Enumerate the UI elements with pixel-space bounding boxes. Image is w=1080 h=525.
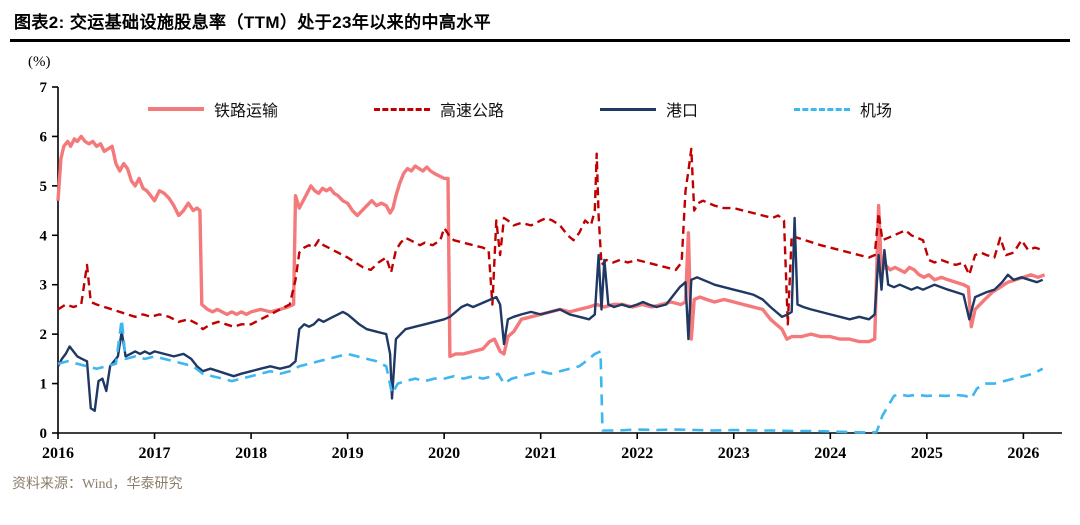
legend-label-airport: 机场 [860,103,893,120]
svg-text:2024: 2024 [814,445,846,462]
port-line-swatch [600,107,657,111]
dividend-yield-line-chart: 0 1 2 3 4 5 6 7 2016 2017 2018 2019 2020 2021 2022 2023… [40,80,1062,462]
highway-line-swatch [374,107,431,111]
legend-label-railway: 铁路运输 [214,103,279,120]
legend-label-port: 港口 [666,103,699,120]
svg-text:2018: 2018 [235,445,267,462]
svg-text:6: 6 [40,129,48,145]
svg-text:2017: 2017 [139,445,171,462]
figure-title: 图表2: 交运基础设施股息率（TTM）处于23年以来的中高水平 [14,13,492,32]
y-axis-unit-label: (%) [28,54,51,70]
svg-text:2022: 2022 [621,445,653,462]
svg-text:5: 5 [40,179,48,195]
svg-text:0: 0 [40,426,48,442]
svg-text:2020: 2020 [428,445,460,462]
svg-text:2026: 2026 [1007,445,1039,462]
railway-line-swatch [148,107,204,111]
chart-area: 0 1 2 3 4 5 6 7 2016 2017 2018 2019 2020 2021 2022 2023… [0,71,1080,471]
svg-text:2019: 2019 [332,445,364,462]
legend-item-airport: 机场 [794,97,892,121]
svg-text:2023: 2023 [718,445,750,462]
svg-text:1: 1 [40,377,48,393]
svg-text:4: 4 [40,228,48,244]
airport-line-swatch [794,107,851,111]
svg-text:2021: 2021 [525,445,557,462]
figure-header: 图表2: 交运基础设施股息率（TTM）处于23年以来的中高水平 [10,0,1070,42]
svg-text:2025: 2025 [911,445,943,462]
svg-text:3: 3 [40,278,48,294]
legend-item-port: 港口 [600,97,698,121]
legend-item-railway: 铁路运输 [148,97,278,121]
svg-text:2: 2 [40,327,48,343]
svg-text:2016: 2016 [42,445,74,462]
legend-label-highway: 高速公路 [440,103,505,120]
chart-legend: 铁路运输 高速公路 港口 机场 [148,97,892,121]
legend-item-highway: 高速公路 [374,97,504,121]
data-source-note: 资料来源：Wind，华泰研究 [12,477,183,492]
svg-text:7: 7 [40,80,48,96]
